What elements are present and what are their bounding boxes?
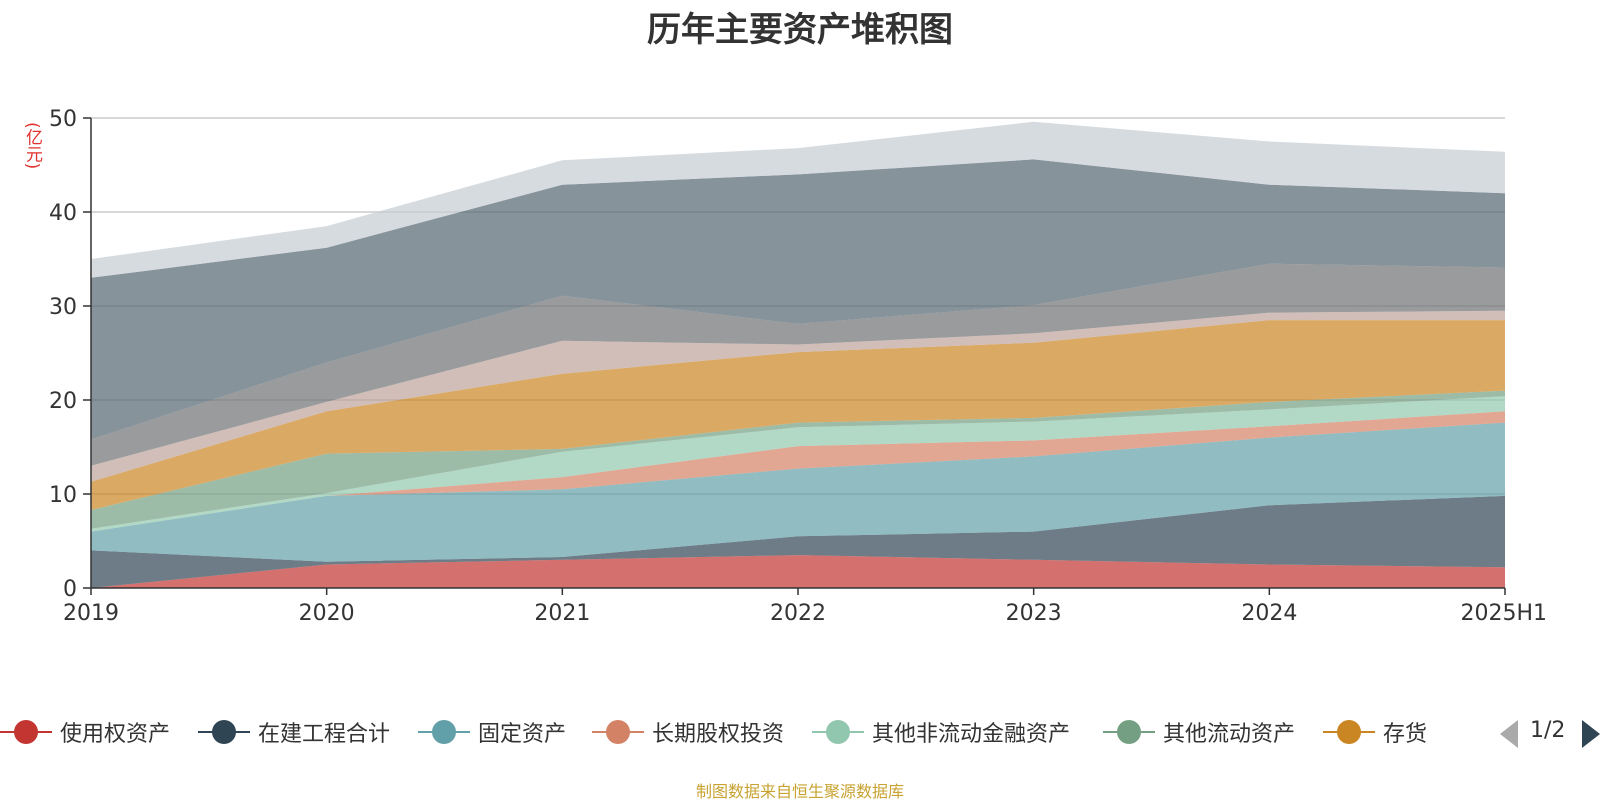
- legend-label: 在建工程合计: [258, 722, 391, 747]
- y-tick-label: 0: [63, 577, 77, 602]
- chart-title: 历年主要资产堆积图: [647, 10, 953, 50]
- x-tick-label: 2020: [299, 601, 355, 626]
- legend-item[interactable]: 其他非流动金融资产: [812, 712, 1070, 752]
- legend-marker-icon: [812, 718, 864, 746]
- area-series-4[interactable]: [91, 396, 1505, 532]
- legend-item[interactable]: 在建工程合计: [198, 712, 390, 752]
- legend-item[interactable]: 固定资产: [418, 712, 566, 752]
- y-tick-label: 10: [49, 483, 77, 508]
- area-series-10[interactable]: [91, 121, 1505, 278]
- area-series: [91, 121, 1505, 588]
- area-series-7[interactable]: [91, 310, 1505, 482]
- x-tick-label: 2021: [534, 601, 590, 626]
- legend-label: 长期股权投资: [652, 722, 785, 747]
- area-series-3[interactable]: [91, 411, 1505, 532]
- x-tick-label: 2023: [1006, 601, 1062, 626]
- legend-label: 固定资产: [478, 722, 567, 747]
- legend-marker-icon: [418, 718, 470, 746]
- area-series-9[interactable]: [91, 159, 1505, 440]
- legend-pager: 1/2: [1500, 712, 1600, 752]
- area-series-5[interactable]: [91, 390, 1505, 529]
- y-tick-label: 30: [49, 295, 77, 320]
- legend-next-page-icon[interactable]: [1582, 720, 1600, 748]
- legend-marker-icon: [1103, 718, 1155, 746]
- legend-item[interactable]: 长期股权投资: [592, 712, 784, 752]
- legend-page-indicator: 1/2: [1530, 718, 1566, 743]
- legend: 使用权资产 在建工程合计 固定资产 长期股权投资 其他非流动金融资产 其他流动资产 存货: [0, 712, 1600, 752]
- area-series-1[interactable]: [91, 495, 1505, 588]
- x-tick-label: 2025H1: [1460, 601, 1547, 626]
- legend-label: 其他非流动金融资产: [872, 722, 1071, 747]
- legend-marker-icon: [198, 718, 250, 746]
- legend-label: 使用权资产: [60, 722, 171, 747]
- data-source-note: 制图数据来自恒生聚源数据库: [695, 782, 904, 801]
- legend-marker-icon: [592, 718, 644, 746]
- y-tick-label: 50: [49, 107, 77, 132]
- legend-prev-page-icon[interactable]: [1500, 720, 1518, 748]
- legend-item[interactable]: 使用权资产: [0, 712, 170, 752]
- y-tick-label: 40: [49, 201, 77, 226]
- axes: 0 10 20 30 40 50 2019 2020 2021 2022 2023 2024 2025H…: [49, 107, 1547, 626]
- area-series-6[interactable]: [91, 320, 1505, 510]
- area-series-8[interactable]: [91, 263, 1505, 466]
- legend-label: 存货: [1383, 722, 1428, 747]
- legend-item[interactable]: 其他流动资产: [1103, 712, 1295, 752]
- legend-item[interactable]: 存货: [1323, 712, 1427, 752]
- x-tick-label: 2019: [63, 601, 119, 626]
- y-axis-unit: (亿元): [22, 122, 42, 170]
- y-tick-label: 20: [49, 389, 77, 414]
- area-series-2[interactable]: [91, 422, 1505, 562]
- x-tick-label: 2022: [770, 601, 826, 626]
- legend-marker-icon: [0, 718, 52, 746]
- stacked-area-chart: 0 10 20 30 40 50 2019 2020 2021 2022 2023 2024 2025H…: [49, 107, 1547, 626]
- area-series-0[interactable]: [91, 555, 1505, 588]
- legend-label: 其他流动资产: [1163, 722, 1296, 747]
- x-tick-label: 2024: [1241, 601, 1297, 626]
- legend-marker-icon: [1323, 718, 1375, 746]
